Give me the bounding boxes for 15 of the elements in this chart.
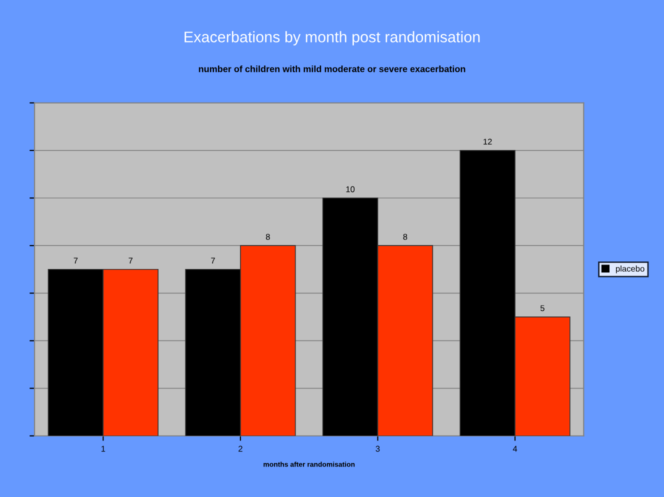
chart-title: Exacerbations by month post randomisation [184, 31, 480, 46]
data-label: 7 [74, 258, 78, 264]
chart-subtitle: number of children with mild moderate or severe exacerbation [198, 66, 466, 72]
data-label: 12 [484, 138, 492, 145]
x-tick-label: 1 [101, 446, 106, 452]
data-label: 8 [266, 234, 270, 240]
data-label: 7 [211, 258, 215, 264]
legend-label: placebo [616, 266, 644, 274]
data-label: 5 [540, 305, 544, 312]
data-label: 10 [346, 186, 355, 192]
x-tick-label: 4 [512, 446, 518, 452]
data-label: 8 [403, 234, 408, 240]
data-label: 7 [128, 258, 133, 264]
x-tick-label: 2 [238, 446, 242, 452]
x-tick-label: 3 [376, 446, 380, 452]
